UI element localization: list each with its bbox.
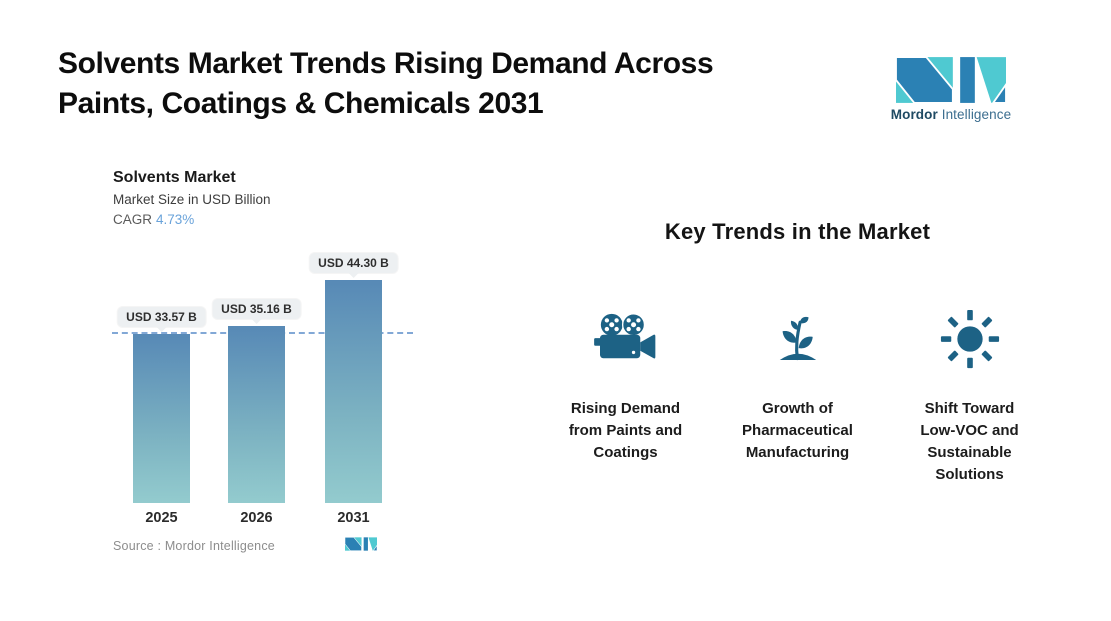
trend-pharma-manufacturing: Growth of Pharmaceutical Manufacturing [712,308,883,486]
mordor-intelligence-logo-icon [896,57,1006,103]
bar-rect [133,334,190,503]
mordor-intelligence-mini-logo-icon [345,537,377,551]
trend-line: Growth of [762,400,833,417]
trend-line: Rising Demand [570,400,681,417]
trend-low-voc-sustainable: Shift Toward Low-VOC and Sustainable Sol… [884,308,1055,486]
trend-label: Growth of Pharmaceutical Manufacturing [742,398,853,464]
brand-name: Mordor Intelligence [888,107,1014,122]
key-trends-heading: Key Trends in the Market [664,219,931,244]
trend-line: from Paints and [568,422,683,439]
page-title-line-2: Paints, Coatings & Chemicals 2031 [58,87,544,120]
bar-value-label: USD 35.16 B [212,299,301,324]
bar-rect [228,326,285,503]
chart-title: Solvents Market [113,169,236,186]
icon-box [593,308,658,370]
trend-line: Pharmaceutical [742,422,853,439]
x-axis-label: 2031 [337,510,370,526]
x-axis-label: 2025 [145,510,178,526]
x-axis-label: 2026 [240,510,273,526]
cagr-value: 4.73% [156,212,195,227]
trend-row: Rising Demand from Paints and Coatings G… [540,308,1055,486]
trend-line: Shift Toward [924,400,1015,417]
trend-line: Low-VOC and [920,422,1019,439]
cagr-label: CAGR [113,212,153,227]
trend-label: Rising Demand from Paints and Coatings [569,398,682,464]
sun-icon [940,309,999,369]
trend-line: Manufacturing [745,444,850,461]
video-camera-icon [593,313,655,359]
trend-line: Coatings [593,444,658,461]
brand-block: Mordor Intelligence [888,57,1014,122]
source-attribution: Source : Mordor Intelligence [113,539,275,553]
brand-name-regular: Intelligence [941,107,1012,122]
page-title-line-1: Solvents Market Trends Rising Demand Acr… [58,47,714,80]
bar-value-label: USD 44.30 B [309,253,398,278]
trend-line: Solutions [935,466,1004,483]
trend-label: Shift Toward Low-VOC and Sustainable Sol… [920,398,1018,486]
icon-box [777,308,819,370]
chart-cagr: CAGR 4.73% [113,212,194,227]
trend-line: Sustainable [927,444,1012,461]
bar-rect [325,280,382,503]
page-title: Solvents Market Trends Rising Demand Acr… [58,44,838,124]
icon-box [940,308,1000,370]
bar-value-label: USD 33.57 B [117,307,206,332]
trend-paints-coatings: Rising Demand from Paints and Coatings [540,308,711,486]
brand-name-bold: Mordor [890,107,938,122]
plant-growth-icon [779,316,816,361]
chart-subtitle: Market Size in USD Billion [113,192,271,207]
